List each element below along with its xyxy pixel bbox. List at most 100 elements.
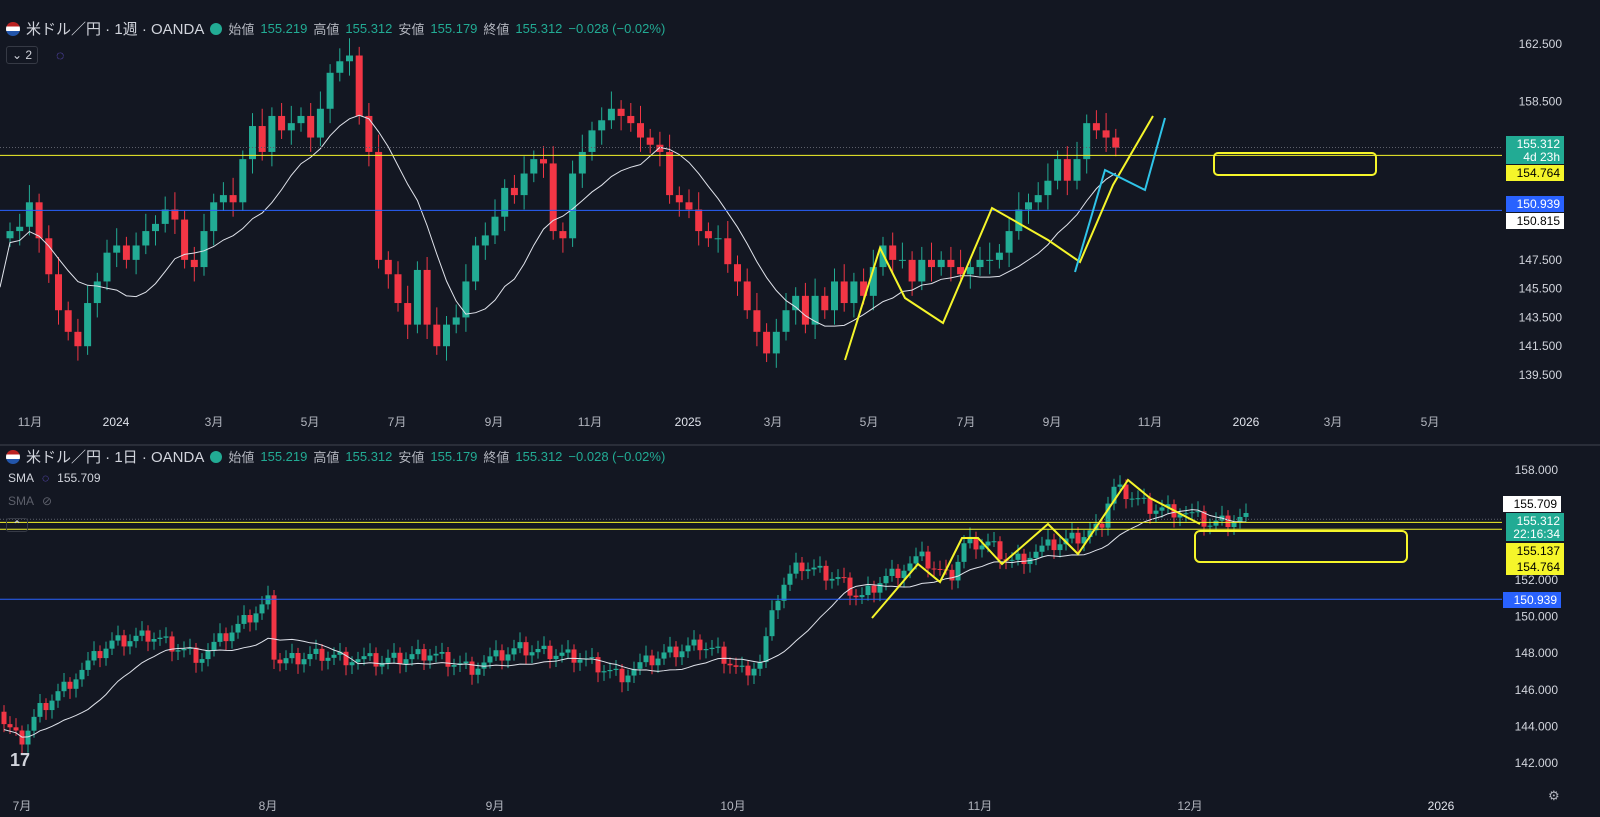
weekly-candle bbox=[598, 107, 606, 145]
weekly-candle bbox=[142, 213, 150, 255]
svg-text:150.939: 150.939 bbox=[1517, 197, 1561, 211]
daily-candle bbox=[25, 724, 31, 753]
daily-candle bbox=[37, 694, 43, 723]
daily-candle bbox=[991, 532, 997, 547]
x-tick-label: 5月 bbox=[860, 415, 879, 429]
weekly-candle bbox=[578, 134, 586, 188]
daily-chart-canvas[interactable]: 158.000 152.000 150.000 148.000 146.000 144.0… bbox=[0, 446, 1600, 817]
daily-candle bbox=[589, 648, 595, 664]
weekly-candle bbox=[704, 222, 712, 247]
weekly-candle bbox=[937, 251, 945, 276]
daily-candle bbox=[109, 632, 115, 656]
daily-candle bbox=[583, 650, 589, 667]
weekly-candle bbox=[986, 242, 994, 275]
change-value: −0.028 (−0.02%) bbox=[568, 21, 666, 36]
daily-candle bbox=[883, 568, 889, 591]
daily-candle bbox=[823, 560, 829, 590]
daily-candle bbox=[679, 644, 685, 666]
tradingview-logo[interactable]: 17 bbox=[10, 750, 31, 770]
weekly-candle bbox=[743, 268, 751, 319]
weekly-candle bbox=[1063, 146, 1071, 196]
weekly-candle bbox=[947, 246, 955, 282]
daily-candle bbox=[43, 698, 49, 720]
high-label: 高値 bbox=[313, 450, 340, 465]
weekly-candle bbox=[1092, 110, 1100, 139]
market-open-icon bbox=[210, 22, 223, 35]
indicator-count: 2 bbox=[25, 48, 33, 62]
open-label: 始値 bbox=[228, 22, 255, 37]
daily-candle bbox=[745, 660, 751, 686]
collapse-legend-button[interactable]: ⌃ bbox=[6, 518, 29, 532]
weekly-candle bbox=[210, 193, 218, 246]
cyan-zigzag-drawing bbox=[1074, 117, 1166, 273]
daily-candle bbox=[187, 638, 193, 655]
weekly-candle bbox=[84, 285, 92, 355]
indicator-toggle-button[interactable]: ⌄ 2 bbox=[6, 46, 39, 64]
symbol-title[interactable]: 米ドル／円 · 1週 · OANDA bbox=[26, 21, 205, 38]
weekly-candle bbox=[113, 228, 121, 268]
daily-candle bbox=[265, 585, 271, 610]
weekly-candle bbox=[365, 103, 373, 167]
daily-candle bbox=[937, 560, 943, 576]
daily-candle bbox=[769, 600, 775, 641]
weekly-candle bbox=[753, 292, 761, 347]
daily-candle bbox=[1165, 495, 1171, 514]
sma-label: SMA bbox=[8, 471, 35, 485]
daily-candle bbox=[55, 683, 61, 708]
daily-candle bbox=[949, 564, 955, 590]
daily-candle bbox=[319, 643, 325, 671]
pane-divider[interactable] bbox=[0, 444, 1600, 446]
weekly-candle bbox=[268, 107, 276, 167]
close-label: 終値 bbox=[483, 450, 510, 465]
daily-candle bbox=[1141, 488, 1147, 504]
daily-candle bbox=[295, 647, 301, 674]
daily-candle bbox=[415, 639, 421, 660]
svg-text:155.312: 155.312 bbox=[1517, 137, 1561, 151]
y-tick-label: 162.500 bbox=[1519, 37, 1563, 51]
weekly-chart-canvas[interactable]: 162.500 158.500 147.500 145.500 143.500 141.5… bbox=[0, 0, 1600, 444]
weekly-candle bbox=[540, 146, 547, 178]
daily-candle bbox=[1135, 490, 1141, 506]
weekly-candle bbox=[637, 105, 644, 152]
daily-candle bbox=[1171, 499, 1177, 528]
usdjpy-flag-icon bbox=[6, 449, 20, 464]
weekly-candle bbox=[559, 222, 567, 253]
sma-legend-row-1[interactable]: SMA ◌ 155.709 bbox=[8, 471, 101, 485]
weekly-candle bbox=[55, 256, 62, 325]
weekly-candle bbox=[443, 315, 450, 361]
weekly-candle bbox=[831, 268, 838, 325]
daily-candle bbox=[799, 556, 805, 581]
weekly-chart-pane[interactable]: 162.500 158.500 147.500 145.500 143.500 141.5… bbox=[0, 0, 1600, 444]
x-tick-label: 3月 bbox=[205, 415, 224, 429]
weekly-candle bbox=[821, 287, 829, 319]
weekly-candle bbox=[346, 38, 353, 76]
weekly-candle bbox=[307, 103, 315, 152]
weekly-candle bbox=[200, 213, 208, 276]
weekly-candle bbox=[898, 242, 906, 269]
daily-candle bbox=[277, 653, 283, 672]
weekly-candle bbox=[646, 128, 654, 154]
weekly-candle bbox=[45, 225, 53, 283]
daily-candle bbox=[73, 673, 79, 698]
open-value: 155.219 bbox=[260, 449, 308, 464]
daily-candle bbox=[433, 645, 439, 663]
weekly-candle bbox=[239, 150, 247, 211]
daily-candle bbox=[607, 662, 613, 679]
change-value: −0.028 (−0.02%) bbox=[568, 449, 666, 464]
daily-candle bbox=[211, 633, 217, 657]
daily-candle bbox=[661, 644, 667, 665]
eye-off-icon[interactable]: ⊘ bbox=[42, 494, 53, 508]
weekly-candle bbox=[171, 192, 179, 234]
x-tick-label: 9月 bbox=[486, 799, 505, 813]
low-label: 安値 bbox=[398, 22, 425, 37]
settings-gear-icon[interactable]: ⚙ bbox=[1548, 788, 1560, 803]
sma-legend-row-2[interactable]: SMA ⊘ bbox=[8, 494, 52, 508]
daily-chart-pane[interactable]: 158.000 152.000 150.000 148.000 146.000 144.0… bbox=[0, 446, 1600, 817]
daily-candle bbox=[325, 651, 331, 670]
symbol-title[interactable]: 米ドル／円 · 1日 · OANDA bbox=[26, 449, 205, 466]
ma-badge: 150.815 bbox=[1506, 213, 1564, 229]
weekly-candle bbox=[132, 232, 140, 275]
daily-candle bbox=[235, 615, 241, 639]
daily-candle bbox=[901, 564, 907, 587]
daily-candle bbox=[541, 636, 547, 655]
